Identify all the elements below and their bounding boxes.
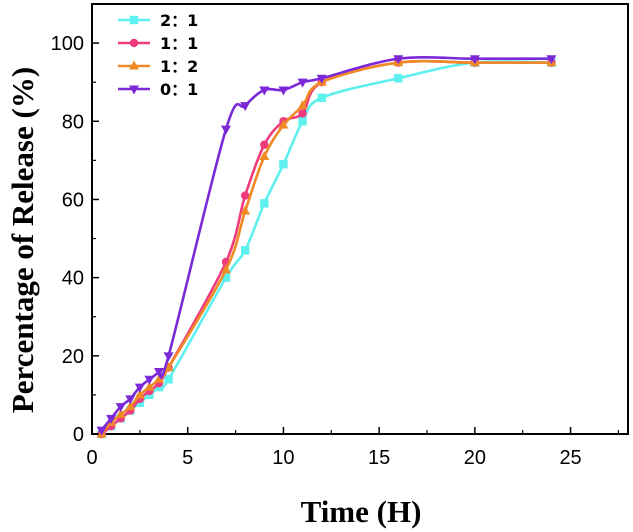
legend-item-3: 1：2: [118, 57, 198, 76]
y-tick-label: 60: [62, 189, 84, 211]
data-point: [259, 150, 270, 160]
series-layer: [96, 55, 557, 439]
data-point: [260, 199, 269, 208]
y-axis-label: Percentage of Release (%): [5, 67, 40, 413]
data-point: [115, 403, 126, 413]
legend-label: 1：2: [160, 57, 198, 76]
data-point: [144, 375, 155, 385]
data-point: [221, 125, 231, 135]
data-point: [240, 205, 251, 215]
series-4: [96, 55, 557, 436]
data-point: [317, 93, 326, 103]
legend-swatch-marker: [129, 85, 139, 95]
series-1: [97, 58, 556, 439]
legend-label: 0：1: [160, 80, 198, 99]
data-point: [221, 264, 231, 274]
legend-swatch-marker: [129, 60, 139, 70]
data-point: [144, 381, 155, 391]
data-point: [469, 55, 480, 65]
data-point: [240, 191, 250, 200]
data-point: [106, 414, 117, 424]
x-tick-label: 25: [559, 447, 581, 469]
data-point: [278, 86, 289, 96]
data-point: [154, 367, 164, 377]
data-point: [297, 78, 308, 88]
data-point: [164, 375, 173, 384]
y-tick-label: 40: [62, 268, 84, 290]
data-point: [394, 74, 403, 83]
legend-item-1: 2：1: [118, 11, 198, 30]
x-axis-label: Time (H): [301, 494, 422, 529]
y-tick-label: 100: [51, 33, 84, 55]
axis-ticks: 0 5 10 15 20 25 0 20 40 60 80 100: [51, 33, 620, 469]
y-tick-label: 20: [62, 346, 84, 368]
data-point: [393, 55, 404, 65]
data-point: [125, 395, 136, 405]
data-point: [260, 140, 269, 149]
data-point: [134, 383, 145, 393]
legend-item-2: 1：1: [118, 34, 198, 53]
x-tick-label: 10: [272, 447, 294, 469]
data-point: [240, 246, 250, 255]
legend-item-4: 0：1: [118, 80, 198, 99]
data-point: [298, 117, 307, 126]
data-point: [259, 86, 270, 96]
plot-area: [91, 3, 629, 435]
data-point: [297, 100, 308, 110]
data-point: [154, 373, 164, 383]
data-point: [316, 74, 327, 84]
data-point: [546, 55, 557, 65]
x-tick-label: 5: [182, 447, 193, 469]
data-point: [278, 119, 289, 129]
plot-border: [91, 3, 629, 435]
x-tick-label: 15: [368, 447, 390, 469]
series-3: [96, 57, 557, 438]
data-point: [163, 352, 174, 362]
x-tick-label: 0: [86, 447, 97, 469]
data-point: [115, 408, 126, 418]
legend-swatch-marker: [129, 15, 139, 25]
y-tick-label: 80: [62, 111, 84, 133]
data-point: [221, 273, 231, 282]
data-point: [279, 160, 288, 169]
legend: 2：1 1：1 1：2 0：1: [118, 11, 198, 99]
x-tick-label: 20: [464, 447, 486, 469]
series-line: [100, 55, 552, 431]
data-point: [298, 109, 307, 118]
data-point: [96, 426, 107, 436]
legend-swatch-marker: [129, 38, 139, 48]
y-tick-label: 0: [73, 424, 84, 446]
data-point: [134, 389, 145, 399]
legend-label: 1：1: [160, 34, 198, 53]
data-point: [240, 102, 251, 112]
data-point: [125, 401, 136, 411]
legend-label: 2：1: [160, 11, 198, 30]
